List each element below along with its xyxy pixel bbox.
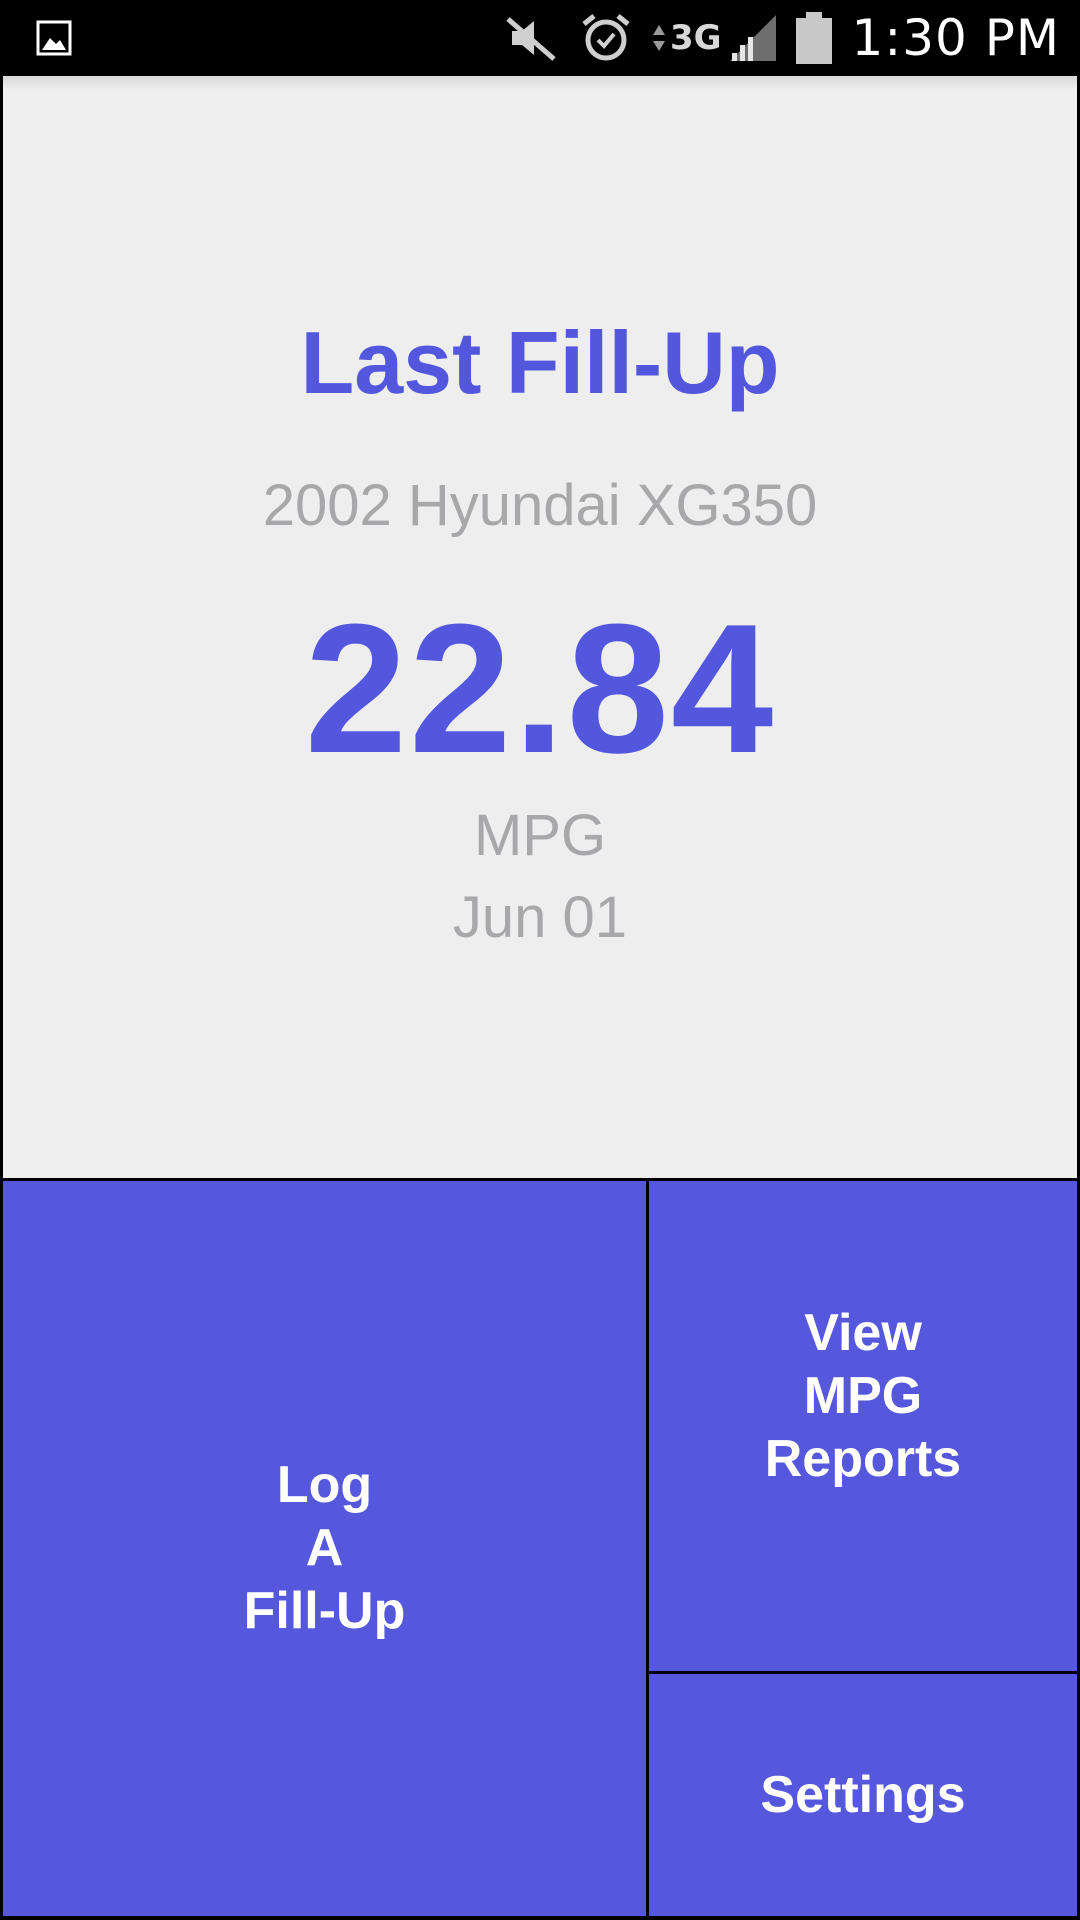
view-mpg-reports-label: View MPG Reports: [764, 1303, 962, 1488]
settings-label: Settings: [760, 1765, 966, 1824]
data-arrows-icon: [652, 25, 665, 51]
mpg-value: 22.84: [304, 585, 776, 791]
alarm-icon: [582, 14, 630, 61]
clock: 1:30 PM: [851, 9, 1060, 67]
network-type: 3G: [669, 18, 722, 58]
log-fillup-label: Log A Fill-Up: [243, 1456, 406, 1640]
vehicle-name: 2002 Hyundai XG350: [262, 473, 818, 538]
mute-icon: [506, 17, 556, 61]
toolbar-shadow: [3, 76, 1077, 90]
view-mpg-reports-button[interactable]: View MPG Reports: [649, 1181, 1077, 1671]
mpg-unit: MPG: [473, 803, 607, 868]
fillup-date: Jun 01: [452, 885, 628, 950]
battery-icon: [795, 12, 832, 64]
status-bar: 3G 1:30 PM: [0, 0, 1080, 76]
gallery-icon: [36, 20, 72, 56]
settings-button[interactable]: Settings: [649, 1674, 1077, 1916]
signal-icon: [729, 15, 776, 61]
last-fillup-card: Last Fill-Up 2002 Hyundai XG350 22.84 MP…: [3, 76, 1077, 1178]
log-fillup-button[interactable]: Log A Fill-Up: [3, 1181, 646, 1916]
card-title: Last Fill-Up: [300, 313, 780, 412]
